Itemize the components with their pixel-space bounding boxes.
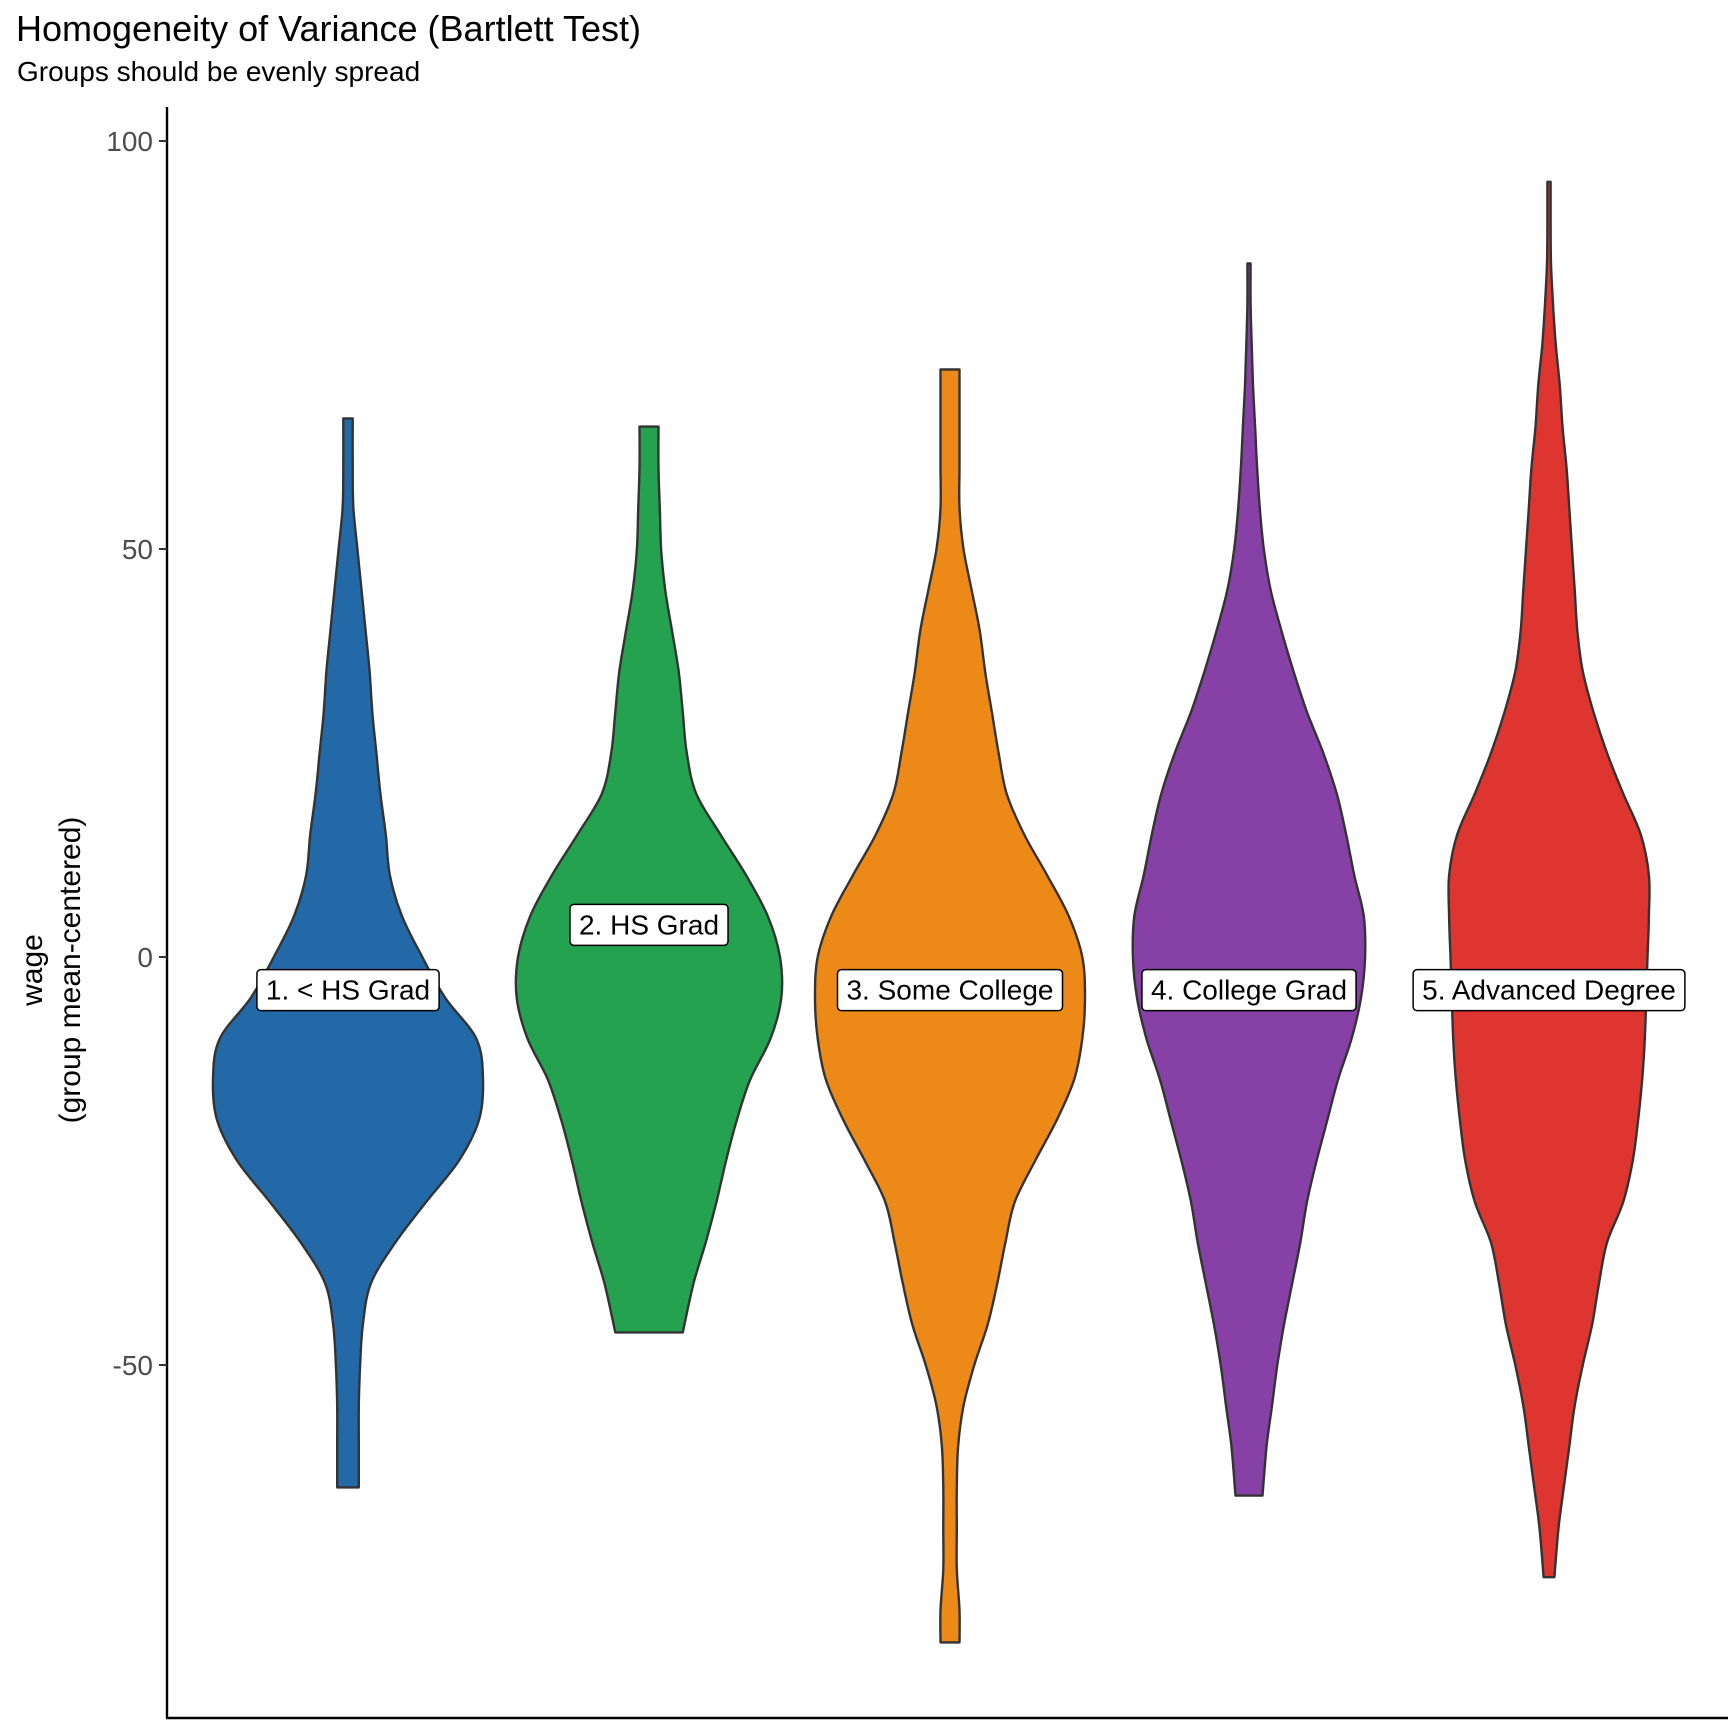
y-axis-title: wage (group mean-centered) [16,817,87,1124]
chart-title: Homogeneity of Variance (Bartlett Test) [16,8,641,49]
group-label-box [256,968,440,1012]
group-label-2: 2. HS Grad [569,903,729,947]
chart-subtitle: Groups should be evenly spread [17,56,421,87]
group-label-box [569,903,729,947]
y-tick-label: 50 [122,534,153,565]
group-label-text: 2. HS Grad [579,909,719,940]
group-labels: 1. < HS Grad 2. HS Grad 3. Some College 4. … [256,903,1686,1012]
group-label-text: 1. < HS Grad [266,975,430,1006]
y-tick-label: -50 [113,1350,153,1381]
violins [211,180,1651,1644]
group-label-text: 5. Advanced Degree [1422,975,1676,1006]
violin-2 [514,425,784,1334]
violin-5 [1447,180,1651,1579]
group-label-box [1412,968,1686,1012]
y-tick-label: 100 [106,126,153,157]
violin-1 [211,417,485,1489]
y-tick-label: 0 [137,942,153,973]
group-label-box [1141,968,1357,1012]
group-label-1: 1. < HS Grad [256,968,440,1012]
group-label-3: 3. Some College [836,968,1064,1012]
group-label-5: 5. Advanced Degree [1412,968,1686,1012]
group-label-box [836,968,1064,1012]
group-label-text: 4. College Grad [1151,975,1347,1006]
group-label-4: 4. College Grad [1141,968,1357,1012]
axes: -50 0 50 100 wage (group mean-centered) [16,107,1728,1720]
violin-4 [1131,262,1367,1497]
group-label-text: 3. Some College [846,975,1053,1006]
